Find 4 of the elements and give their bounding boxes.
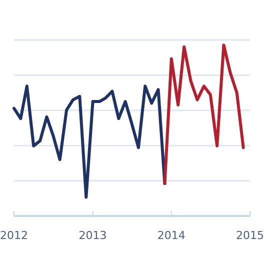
x-tick-label: 2014 bbox=[157, 229, 186, 242]
x-tick-label: 2012 bbox=[0, 229, 28, 242]
x-tick-label: 2013 bbox=[78, 229, 107, 242]
x-tick-label: 2015 bbox=[236, 229, 264, 242]
